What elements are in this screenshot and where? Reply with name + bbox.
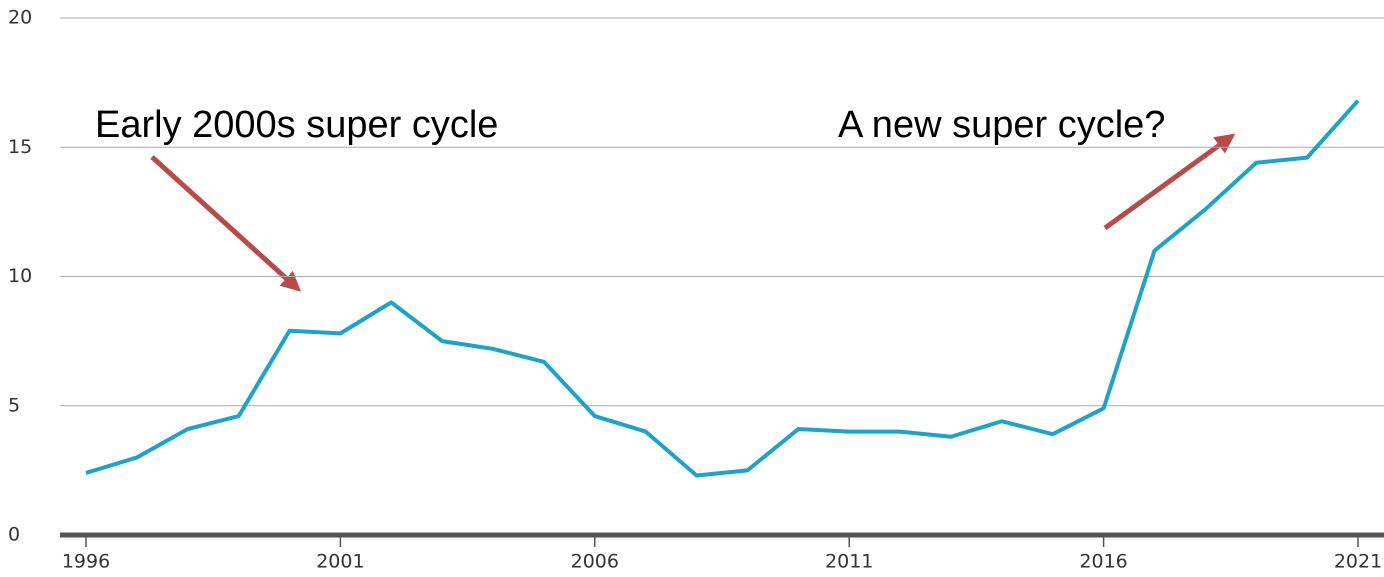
y-tick-label: 15 bbox=[8, 136, 32, 158]
arrow bbox=[150, 155, 301, 292]
x-tick-label: 1996 bbox=[62, 551, 110, 573]
x-tick-label: 2016 bbox=[1079, 551, 1127, 573]
y-tick-label: 5 bbox=[8, 394, 20, 416]
y-tick-label: 10 bbox=[8, 265, 32, 287]
x-tick-label: 2001 bbox=[316, 551, 364, 573]
x-tick-label: 2011 bbox=[825, 551, 873, 573]
y-tick-label: 20 bbox=[8, 7, 32, 29]
x-tick-label: 2006 bbox=[571, 551, 619, 573]
annotation: Early 2000s super cycle bbox=[95, 104, 498, 146]
annotation: A new super cycle? bbox=[838, 104, 1165, 146]
x-tick-label: 2021 bbox=[1334, 551, 1382, 573]
arrow bbox=[1103, 133, 1236, 231]
line bbox=[85, 99, 1360, 478]
y-tick-label: 0 bbox=[8, 524, 20, 546]
